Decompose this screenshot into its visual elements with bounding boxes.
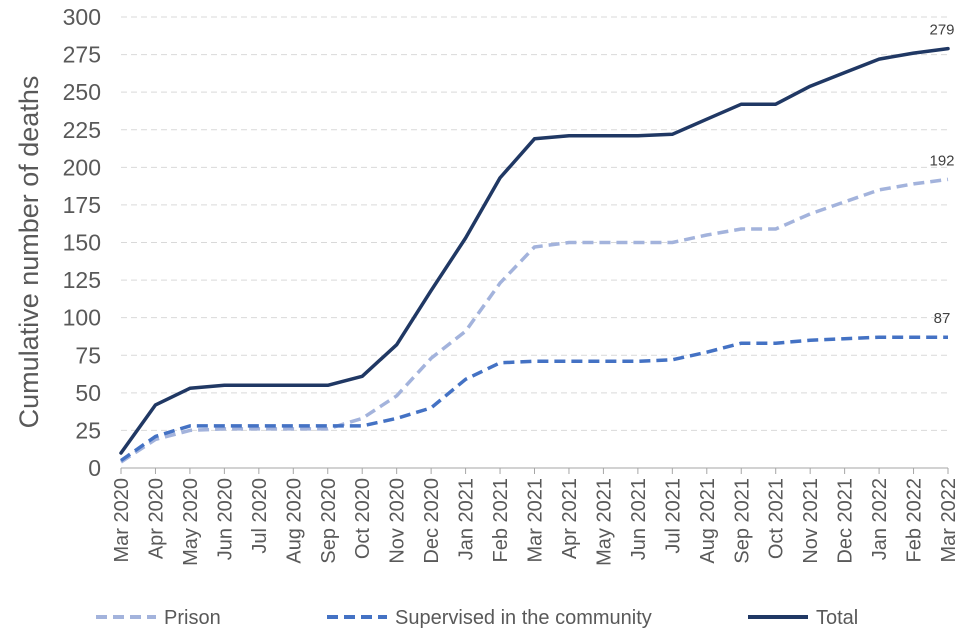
x-axis-ticks: Mar 2020 Apr 2020 May 2020 Jun 2020 Jul 2020… [111,478,960,566]
x-tick-label: Sep 2020 [318,478,340,564]
legend-label: Total [816,607,858,629]
data-label: 192 [929,152,954,169]
y-tick-label: 75 [75,342,101,368]
axes [120,467,949,474]
x-tick-label: Mar 2022 [938,478,960,563]
x-tick-label: Jul 2021 [662,478,684,554]
x-tick-label: Dec 2021 [835,478,857,564]
y-tick-label: 225 [63,117,101,143]
x-tick-label: May 2021 [593,478,615,566]
y-tick-label: 175 [63,192,101,218]
data-labels: 192 87 279 [929,22,954,328]
x-tick-label: Jun 2020 [214,478,236,560]
x-tick-label: Mar 2020 [111,478,133,563]
x-tick-label: Oct 2020 [352,478,374,559]
series-line-prison [120,177,949,464]
x-tick-label: Aug 2020 [283,478,305,564]
legend-label: Supervised in the community [395,607,652,629]
x-tick-label: Nov 2021 [800,478,822,564]
y-tick-label: 275 [63,42,101,68]
data-label: 279 [929,22,954,39]
x-tick-label: Dec 2020 [421,478,443,564]
x-tick-label: Jan 2021 [456,478,478,560]
x-tick-label: Feb 2021 [490,478,512,563]
data-label: 87 [934,310,951,327]
x-tick-label: Jun 2021 [628,478,650,560]
series-lines [119,46,950,464]
x-tick-label: Apr 2021 [559,478,581,559]
legend: Prison Supervised in the community Total [96,607,858,629]
series-line-total [119,46,950,455]
x-tick-label: Jan 2022 [869,478,891,560]
y-tick-label: 125 [63,267,101,293]
y-tick-label: 100 [63,305,101,331]
y-tick-label: 250 [63,79,101,105]
gridlines [121,16,948,431]
x-tick-label: Oct 2021 [766,478,788,559]
y-tick-label: 150 [63,230,101,256]
legend-label: Prison [164,607,221,629]
x-tick-label: Sep 2021 [731,478,753,564]
x-tick-label: Nov 2020 [387,478,409,564]
y-tick-label: 0 [88,455,101,481]
y-tick-label: 200 [63,154,101,180]
x-tick-label: Mar 2021 [525,478,547,563]
x-tick-label: Feb 2022 [904,478,926,563]
y-tick-label: 25 [75,417,101,443]
x-tick-label: May 2020 [180,478,202,566]
x-tick-label: Aug 2021 [697,478,719,564]
y-axis-label: Cumulative number of deaths [14,76,44,429]
series-line-supervised-in-the-community [119,335,948,462]
x-tick-label: Apr 2020 [145,478,167,559]
y-axis-ticks: 0 25 50 75 100 125 150 175 200 225 250 275 300 [63,4,101,481]
y-tick-label: 50 [75,380,101,406]
x-tick-label: Jul 2020 [249,478,271,554]
y-tick-label: 300 [63,4,101,30]
